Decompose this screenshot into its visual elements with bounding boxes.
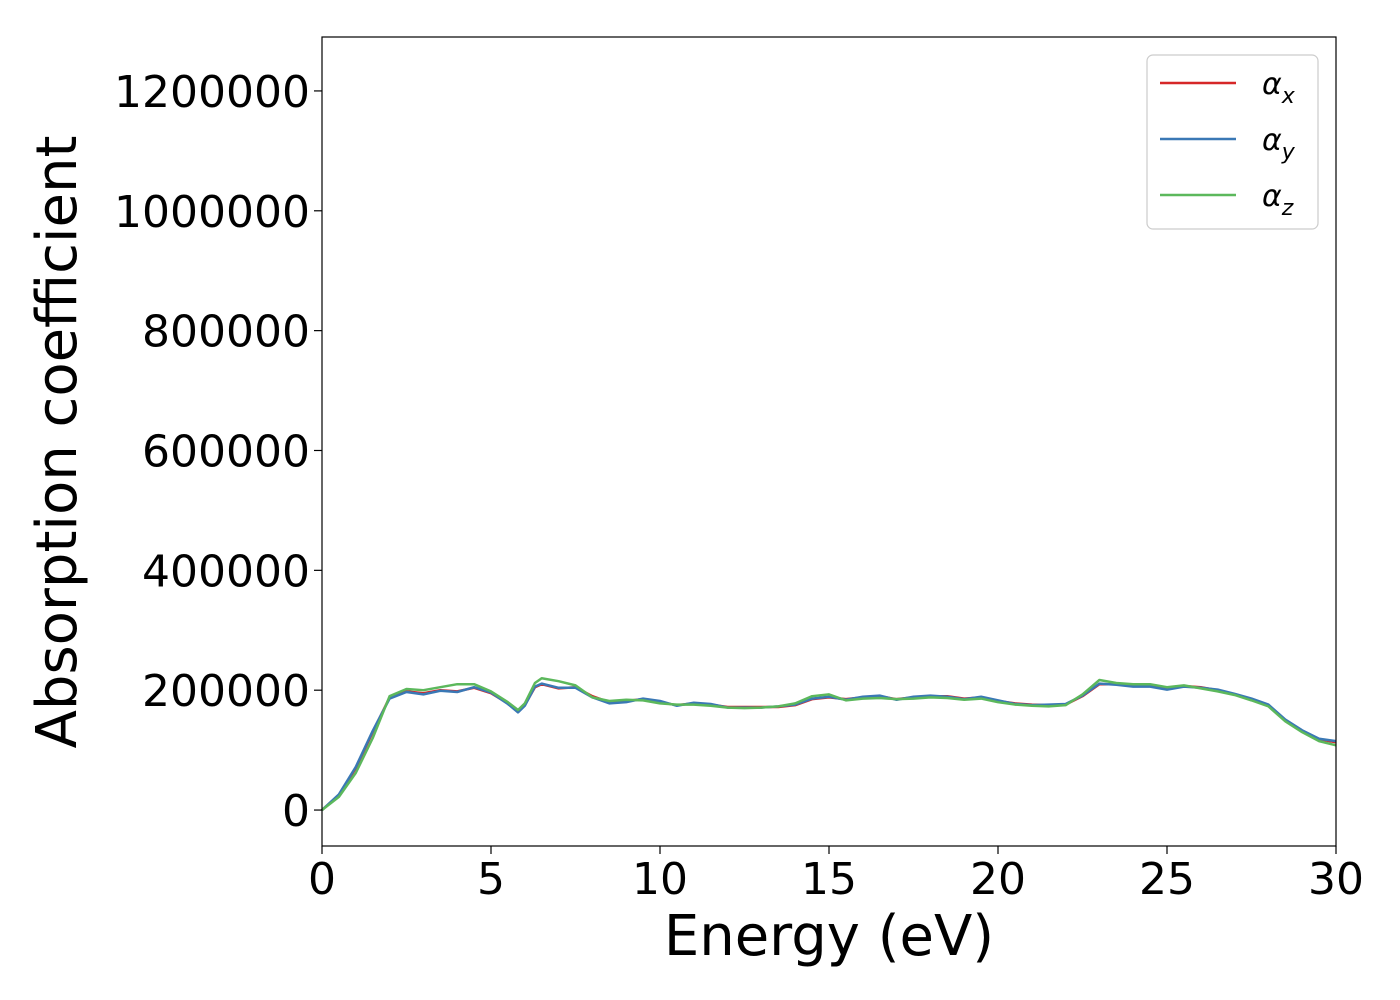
series-line-y xyxy=(321,682,1337,811)
series-layer xyxy=(321,676,1337,812)
legend-label-z: αz xyxy=(1262,179,1294,221)
x-tick-label: 15 xyxy=(801,854,857,905)
y-tick-label: 800000 xyxy=(142,307,310,358)
x-tick-label: 30 xyxy=(1308,854,1364,905)
x-tick-label: 0 xyxy=(308,854,336,905)
series-line-z xyxy=(321,676,1337,812)
legend-label-x: αx xyxy=(1262,67,1296,109)
y-tick-label: 200000 xyxy=(142,666,310,717)
x-tick-label: 20 xyxy=(970,854,1026,905)
series-line-x xyxy=(321,682,1337,811)
y-tick-label: 400000 xyxy=(142,546,310,597)
x-tick-label: 10 xyxy=(632,854,688,905)
y-tick-label: 600000 xyxy=(142,426,310,477)
y-tick-label: 0 xyxy=(282,786,310,837)
y-axis: 0 200000 400000 600000 800000 1000000 1200000 xyxy=(114,67,322,837)
legend-box xyxy=(1146,54,1319,230)
x-tick-label: 5 xyxy=(477,854,505,905)
y-axis-label: Absorption coefficient xyxy=(25,136,90,749)
x-axis-label: Energy (eV) xyxy=(664,904,994,969)
y-tick-label: 1000000 xyxy=(114,187,310,238)
x-axis: 0 5 10 15 20 25 30 xyxy=(308,846,1364,905)
y-tick-label: 1200000 xyxy=(114,67,310,118)
x-tick-label: 25 xyxy=(1139,854,1195,905)
legend: αx αy αz xyxy=(1146,54,1319,230)
legend-label-y: αy xyxy=(1262,123,1296,165)
